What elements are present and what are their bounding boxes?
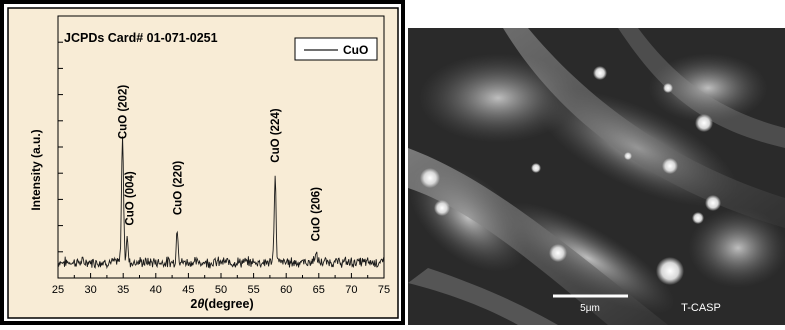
peak-label: CuO (202) [118, 85, 130, 139]
x-tick-label: 70 [345, 284, 357, 296]
legend-label: CuO [343, 43, 368, 57]
particles [420, 66, 721, 285]
peak-label: CuO (220) [172, 161, 184, 215]
x-tick-label: 45 [182, 284, 194, 296]
ticks: 25 30 35 40 45 50 55 60 65 70 75 [52, 15, 390, 296]
legend: CuO [294, 37, 378, 61]
annotation-label: JCPDs Card# 01-071-0251 [64, 31, 218, 45]
sem-micrograph: 5μm T-CASP [408, 28, 785, 325]
peak-label: CuO (224) [270, 108, 282, 162]
sem-svg: 5μm T-CASP [408, 28, 785, 325]
peak-labels: CuO (202) CuO (004) CuO (220) CuO (224) CuO … [118, 85, 323, 242]
scale-bar-label: 5μm [580, 303, 600, 314]
x-tick-label: 65 [313, 284, 325, 296]
micrograph-texture [408, 28, 785, 325]
xrd-svg: 25 30 35 40 45 50 55 60 65 70 75 CuO (202) CuO (004… [0, 0, 405, 325]
series-line-cuo [57, 136, 385, 270]
micrograph-tag: T-CASP [681, 302, 721, 314]
y-axis-label: Intensity (a.u.) [29, 129, 43, 210]
x-axis-label-prefix: 2 [190, 297, 197, 311]
x-axis-label: 2θ(degree) [190, 297, 253, 311]
x-tick-label: 30 [84, 284, 96, 296]
peak-label: CuO (004) [125, 171, 137, 225]
x-tick-label: 50 [215, 284, 227, 296]
x-tick-label: 25 [52, 284, 64, 296]
peak-label: CuO (206) [311, 187, 323, 241]
marks [57, 136, 385, 270]
x-tick-label: 75 [378, 284, 390, 296]
x-tick-label: 55 [247, 284, 259, 296]
x-axis-label-theta: θ [197, 297, 204, 311]
x-axis-label-suffix: (degree) [204, 297, 253, 311]
x-tick-label: 60 [280, 284, 292, 296]
xrd-chart: 25 30 35 40 45 50 55 60 65 70 75 CuO (202) CuO (004… [0, 0, 405, 325]
x-tick-label: 40 [150, 284, 162, 296]
x-tick-label: 35 [117, 284, 129, 296]
